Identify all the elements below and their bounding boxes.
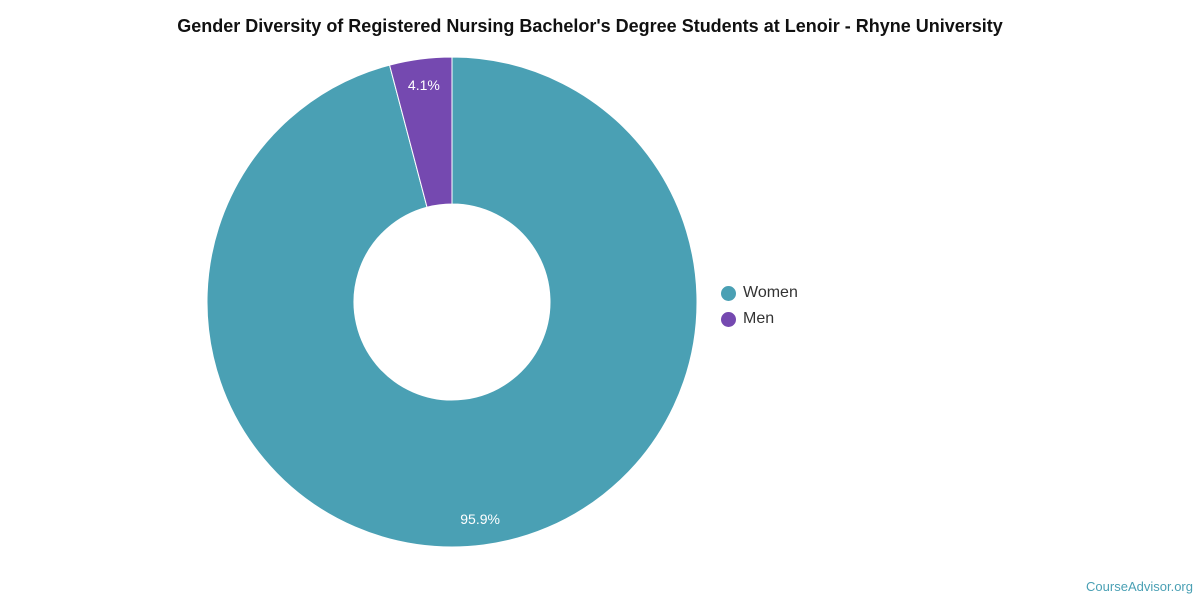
- legend-label-women: Women: [743, 284, 798, 301]
- slice-label-women: 95.9%: [460, 511, 500, 527]
- legend-swatch-women: [721, 285, 736, 301]
- watermark[interactable]: CourseAdvisor.org: [1086, 579, 1193, 594]
- legend-swatch-men: [721, 311, 736, 327]
- legend-item-men[interactable]: Men: [721, 306, 798, 332]
- donut-slice-men[interactable]: [388, 56, 453, 208]
- legend-label-men: Men: [743, 310, 775, 327]
- legend-item-women[interactable]: Women: [721, 280, 798, 306]
- slice-label-men: 4.1%: [408, 77, 440, 93]
- chart-title: Gender Diversity of Registered Nursing B…: [177, 16, 1003, 36]
- chart-legend: Women Men: [721, 280, 798, 332]
- donut-slice-women[interactable]: [206, 56, 698, 548]
